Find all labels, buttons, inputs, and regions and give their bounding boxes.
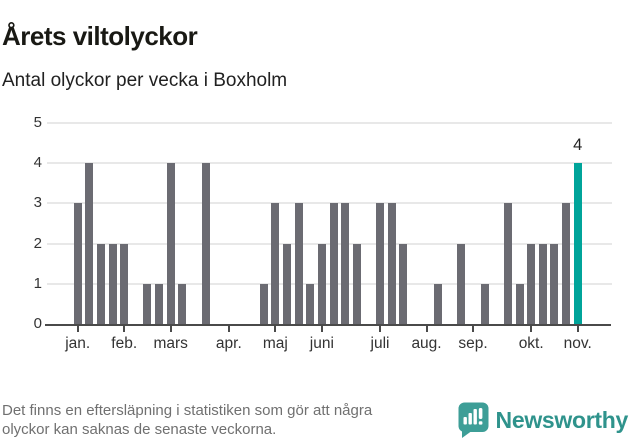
gridline (47, 162, 612, 165)
bar (434, 283, 443, 324)
x-tick-label: aug. (411, 335, 442, 352)
chart-subtitle: Antal olyckor per vecka i Boxholm (2, 70, 288, 91)
x-tick-mark (123, 326, 126, 332)
bar (503, 203, 512, 324)
bar (201, 163, 210, 324)
x-tick-mark (227, 326, 230, 332)
bar (399, 243, 408, 324)
gridline (47, 202, 612, 205)
x-tick-label: apr. (215, 335, 242, 352)
bar (283, 243, 291, 324)
bar (155, 283, 164, 324)
bar (73, 203, 82, 324)
bar (341, 203, 350, 324)
x-tick-label: okt. (518, 335, 544, 352)
x-tick-label: juni (309, 335, 334, 352)
x-tick-mark (425, 326, 428, 332)
bar (527, 243, 536, 324)
bar (85, 163, 94, 324)
bar (96, 243, 105, 324)
bar (387, 203, 396, 324)
y-axis-tick-label: 0 (33, 315, 42, 332)
y-axis-tick-label: 4 (33, 154, 42, 172)
x-tick-label: nov. (563, 335, 592, 352)
x-tick-mark (472, 326, 475, 332)
x-tick-mark (274, 326, 277, 332)
newsworthy-logo: Newsworthy (458, 402, 628, 438)
bar (259, 283, 268, 324)
x-axis-line (45, 324, 611, 326)
x-tick-label: mars (153, 335, 188, 352)
highlight-value-label: 4 (573, 136, 583, 155)
bar (271, 203, 280, 324)
x-tick-label: sep. (458, 335, 488, 352)
x-tick-mark (530, 326, 533, 332)
bar (550, 243, 559, 324)
bar (538, 243, 547, 324)
bar (294, 203, 303, 324)
page-title: Årets viltolyckor (2, 21, 198, 52)
x-tick-mark (320, 326, 323, 332)
bar (515, 283, 524, 324)
plot-area: 4 (45, 122, 612, 326)
x-tick-mark (76, 326, 79, 332)
gridline (47, 282, 612, 285)
x-tick-mark (169, 326, 172, 332)
y-axis-tick-label: 2 (33, 234, 42, 252)
bar (376, 203, 385, 324)
x-tick-mark (379, 326, 382, 332)
y-axis-tick-label: 1 (33, 274, 42, 292)
x-tick-label: maj (262, 335, 288, 352)
bar (352, 243, 361, 324)
gridline (47, 242, 612, 245)
bar (306, 283, 315, 324)
bar (562, 203, 571, 324)
y-axis-tick-label: 3 (33, 194, 42, 212)
footer-note-line1: Det finns en eftersläpning i statistiken… (2, 402, 373, 419)
footer-note: Det finns en eftersläpning i statistiken… (2, 401, 482, 439)
gridline (47, 122, 612, 124)
newsworthy-bar-chart-bubble-icon (458, 402, 489, 438)
bar (166, 163, 175, 324)
bar (329, 203, 338, 324)
bar (108, 243, 117, 324)
bar (143, 283, 152, 324)
y-axis-tick-label: 5 (33, 114, 42, 131)
bar (317, 243, 326, 324)
bar-highlighted (573, 163, 582, 324)
newsworthy-logo-text: Newsworthy (495, 406, 629, 433)
x-tick-label: jan. (65, 335, 91, 352)
footer-note-line2: olyckor kan saknas de senaste veckorna. (2, 421, 277, 438)
chart: 4 0 1 2 3 4 5 jan. feb. mars apr. maj juni juli aug. s… (0, 114, 631, 359)
bar (120, 243, 129, 324)
x-tick-mark (576, 326, 579, 332)
bar (457, 243, 466, 324)
x-tick-label: juli (370, 335, 390, 352)
x-tick-label: feb. (111, 335, 138, 352)
bar (480, 283, 489, 324)
bar (178, 283, 187, 324)
